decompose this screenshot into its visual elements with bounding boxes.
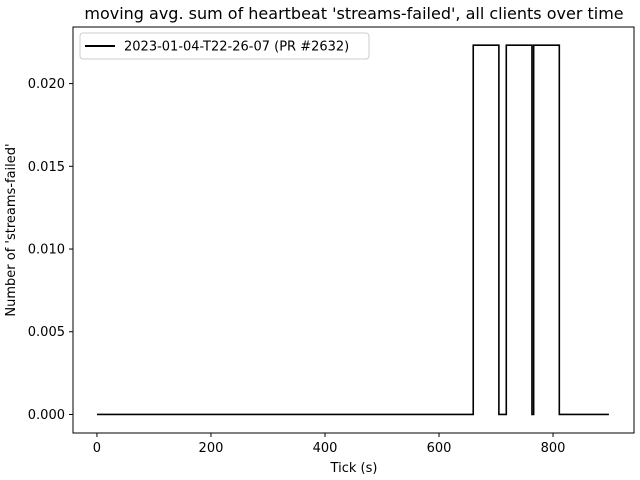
x-tick-label: 600 bbox=[427, 441, 452, 456]
series-line-0 bbox=[96, 44, 609, 416]
legend-entry-label: 2023-01-04-T22-26-07 (PR #2632) bbox=[124, 40, 349, 55]
y-tick-label: 0.000 bbox=[28, 408, 65, 423]
x-tick-label: 400 bbox=[313, 441, 338, 456]
y-tick-label: 0.015 bbox=[28, 160, 65, 175]
plot-area bbox=[96, 44, 609, 416]
x-axis-label: Tick (s) bbox=[330, 461, 378, 476]
x-tick-label: 800 bbox=[541, 441, 566, 456]
y-tick-label: 0.020 bbox=[28, 77, 65, 92]
legend: 2023-01-04-T22-26-07 (PR #2632) bbox=[79, 32, 370, 60]
chart-title: moving avg. sum of heartbeat 'streams-fa… bbox=[84, 4, 623, 23]
y-axis-label: Number of 'streams-failed' bbox=[4, 143, 19, 316]
y-tick-label: 0.005 bbox=[28, 325, 65, 340]
axes: 0 200 400 600 800 0.000 0.005 0.010 0.015 0.020 bbox=[28, 26, 635, 456]
y-tick-label: 0.010 bbox=[28, 243, 65, 258]
x-tick-label: 0 bbox=[93, 441, 101, 456]
legend-box bbox=[79, 32, 370, 60]
axes-frame bbox=[72, 26, 635, 434]
x-tick-label: 200 bbox=[199, 441, 224, 456]
